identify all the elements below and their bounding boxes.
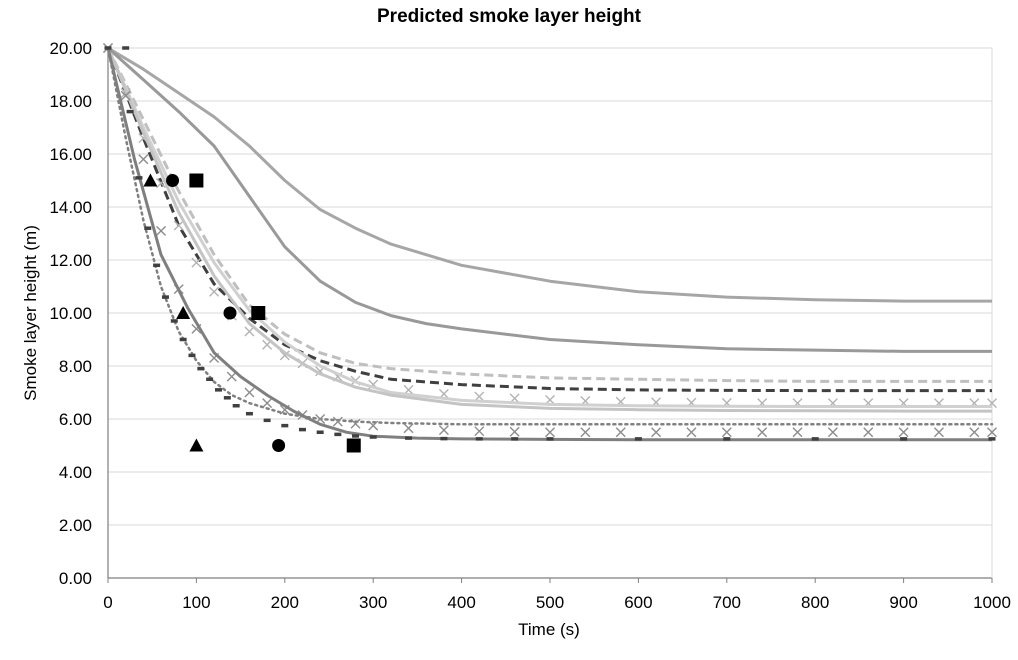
series-line xyxy=(106,47,992,383)
cross-point xyxy=(244,387,255,398)
axes xyxy=(107,48,993,583)
series-cross-markers xyxy=(103,43,997,438)
x-tick-label: 600 xyxy=(624,593,652,612)
cross-point xyxy=(474,391,485,402)
series-line xyxy=(106,47,992,393)
gridlines xyxy=(108,47,992,526)
triangle-point xyxy=(176,306,191,319)
y-tick-label: 8.00 xyxy=(59,357,92,376)
cross-point xyxy=(368,420,379,431)
y-tick-label: 0.00 xyxy=(59,569,92,588)
cross-point xyxy=(438,425,449,436)
cross-point xyxy=(209,286,220,297)
cross-point xyxy=(156,225,167,236)
cross-point xyxy=(279,350,290,361)
cross-point xyxy=(969,427,980,438)
series-line xyxy=(106,47,992,408)
x-axis-tick-labels: 0 100 200 300 400 500 600 700 800 900 1000 xyxy=(103,593,1011,612)
cross-point xyxy=(721,427,732,438)
y-tick-label: 12.00 xyxy=(49,251,92,270)
y-tick-label: 2.00 xyxy=(59,516,92,535)
cross-point xyxy=(474,426,485,437)
cross-point xyxy=(403,423,414,434)
square-point xyxy=(346,438,361,453)
cross-point xyxy=(138,154,149,165)
cross-point xyxy=(987,427,997,438)
cross-point xyxy=(827,427,838,438)
x-tick-label: 300 xyxy=(359,593,387,612)
series-line xyxy=(107,46,992,303)
y-axis-tick-labels: 0.00 2.00 4.00 6.00 8.00 10.00 12.00 14.00 16.00… xyxy=(49,39,92,588)
chart-title: Predicted smoke layer height xyxy=(377,6,642,27)
y-tick-label: 20.00 xyxy=(49,39,92,58)
x-tick-label: 100 xyxy=(182,593,210,612)
x-tick-label: 0 xyxy=(103,593,112,612)
series-cross-markers xyxy=(103,43,997,409)
cross-point xyxy=(332,416,343,427)
cross-point xyxy=(615,427,626,438)
x-tick-label: 800 xyxy=(801,593,829,612)
square-point xyxy=(189,173,204,188)
y-tick-label: 6.00 xyxy=(59,410,92,429)
cross-point xyxy=(244,326,255,337)
cross-point xyxy=(898,427,909,438)
x-tick-label: 500 xyxy=(536,593,564,612)
circle-point xyxy=(272,439,286,452)
series-dash-markers xyxy=(104,46,996,441)
x-tick-label: 400 xyxy=(447,593,475,612)
cross-point xyxy=(226,371,237,382)
triangle-point xyxy=(143,173,158,187)
series-line xyxy=(106,47,992,413)
cross-point xyxy=(651,427,662,438)
cross-point xyxy=(191,257,202,268)
y-tick-label: 4.00 xyxy=(59,463,92,482)
square-point xyxy=(251,306,266,320)
circle-point xyxy=(166,174,180,187)
y-tick-label: 14.00 xyxy=(49,198,92,217)
x-tick-label: 1000 xyxy=(973,593,1011,612)
x-tick-label: 900 xyxy=(889,593,917,612)
series-line xyxy=(106,46,992,353)
cross-point xyxy=(262,398,273,409)
marker-group xyxy=(143,173,361,453)
cross-point xyxy=(509,426,520,437)
cross-point xyxy=(933,427,944,438)
y-tick-label: 18.00 xyxy=(49,92,92,111)
x-tick-label: 200 xyxy=(271,593,299,612)
y-tick-label: 10.00 xyxy=(49,304,92,323)
y-axis-label: Smoke layer height (m) xyxy=(21,225,40,401)
cross-point xyxy=(173,220,184,231)
cross-point xyxy=(792,427,803,438)
cross-point xyxy=(863,427,874,438)
cross-point xyxy=(350,418,361,429)
series-line xyxy=(106,46,994,426)
cross-point xyxy=(686,427,697,438)
series-group xyxy=(103,43,997,442)
cross-point xyxy=(757,427,768,438)
cross-point xyxy=(120,90,131,101)
series-line xyxy=(106,47,992,442)
circle-point xyxy=(223,306,237,320)
triangle-point xyxy=(189,438,204,452)
x-axis-label: Time (s) xyxy=(518,620,580,639)
x-tick-label: 700 xyxy=(713,593,741,612)
cross-point xyxy=(545,427,555,438)
y-tick-label: 16.00 xyxy=(49,145,92,164)
cross-point xyxy=(580,427,591,438)
